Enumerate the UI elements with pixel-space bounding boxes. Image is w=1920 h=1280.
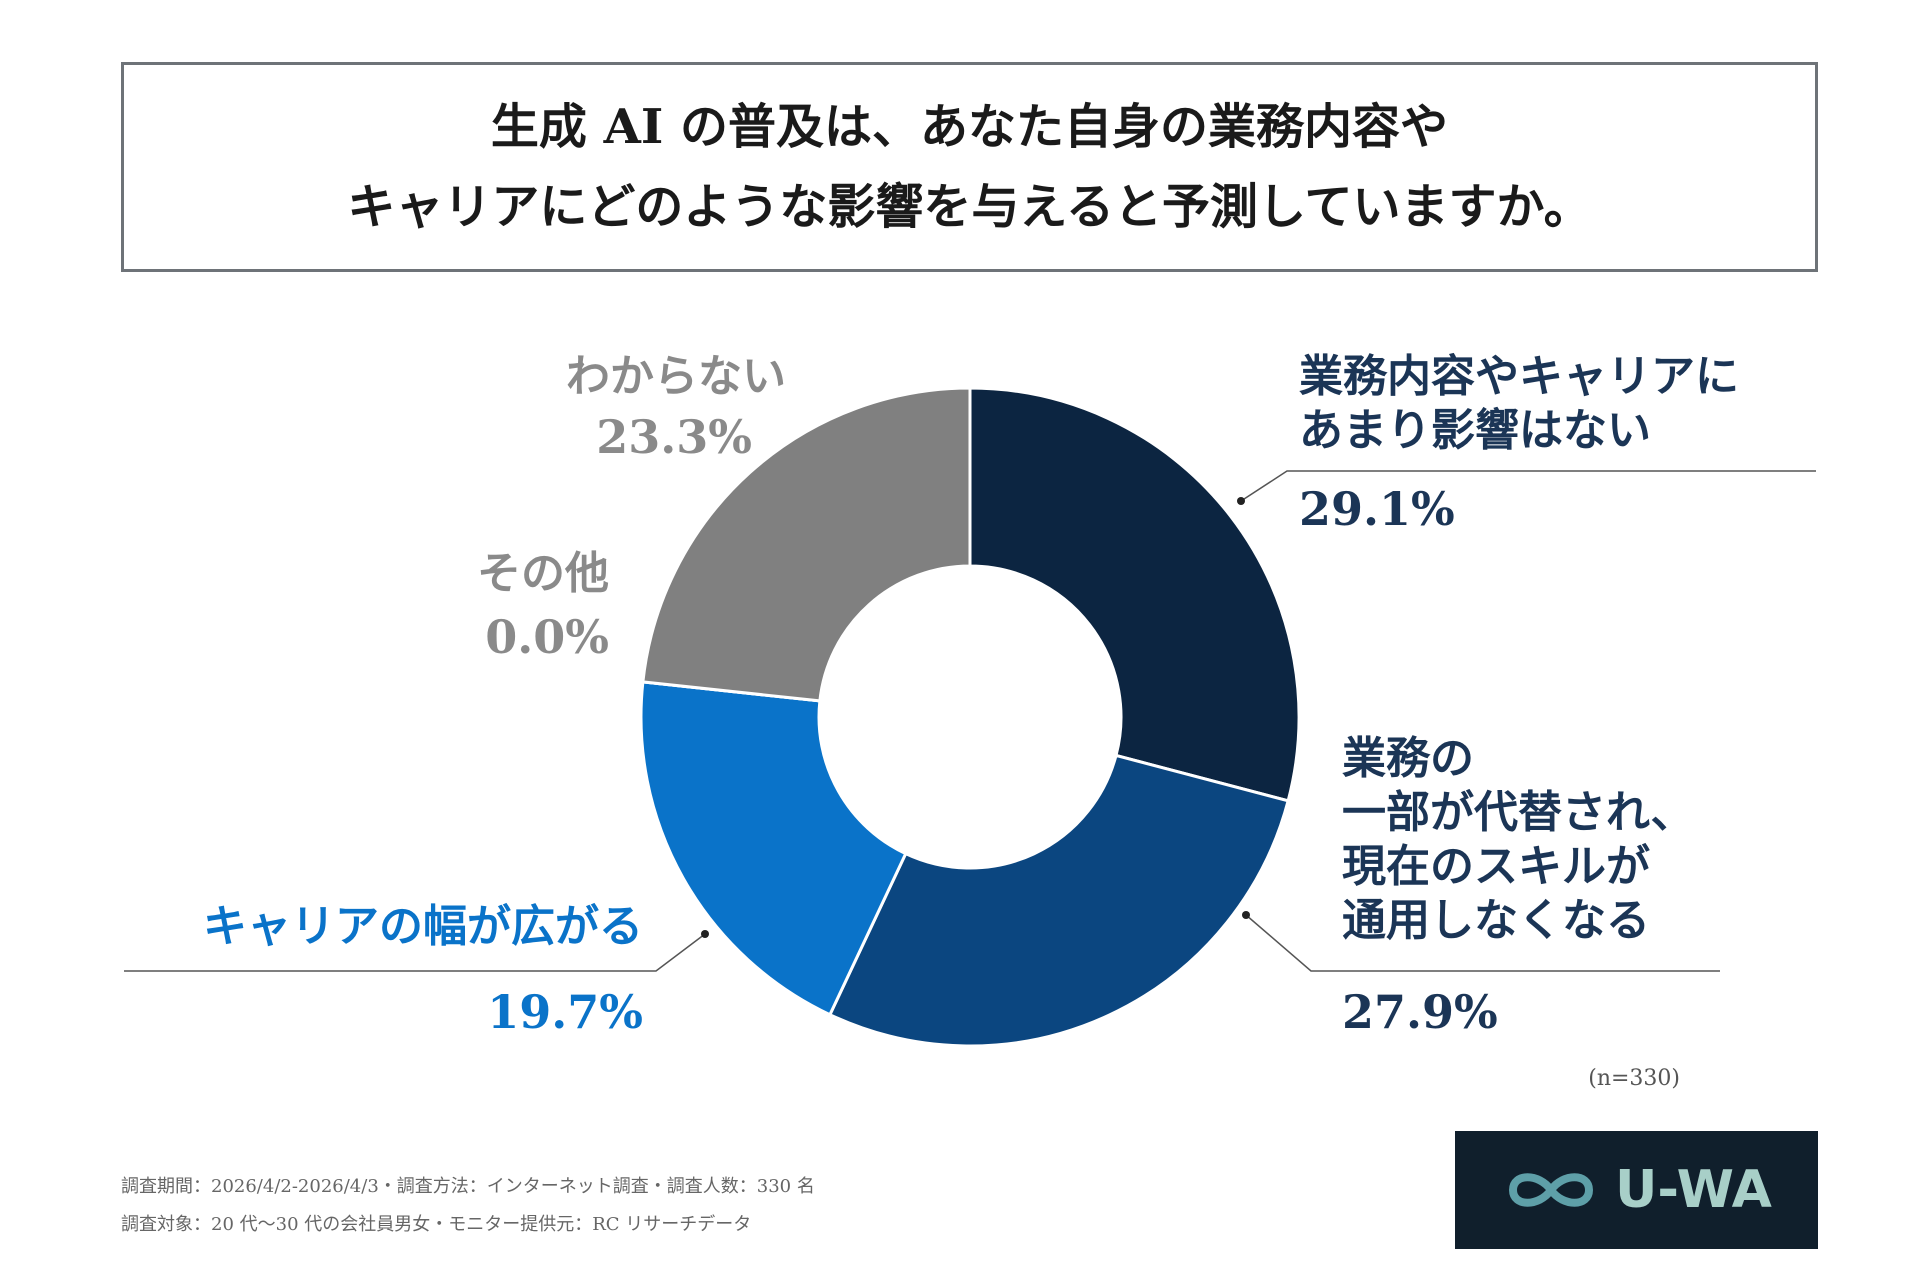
title-box: 生成 AI の普及は、あなた自身の業務内容や キャリアにどのような影響を与えると… [121, 62, 1818, 272]
donut-segment [827, 753, 1290, 1048]
donut-segment [641, 386, 972, 703]
logo-text: U-WA [1615, 1160, 1772, 1220]
leader-dot [701, 930, 709, 938]
leader-dot [1242, 911, 1250, 919]
category-label: わからない [566, 351, 786, 402]
value-label: 19.7% [487, 985, 643, 1039]
leader-line [1240, 470, 1816, 502]
category-label: 業務の 一部が代替され、 現在のスキルが 通用しなくなる [1342, 733, 1695, 946]
logo: U-WA [1455, 1131, 1818, 1249]
leader-dot [1237, 497, 1245, 505]
leader-line [124, 933, 706, 972]
leader-line [1245, 914, 1720, 972]
value-label: 27.9% [1342, 985, 1498, 1039]
footnote: 調査対象：20 代〜30 代の会社員男女・モニター提供元：RC リサーチデータ [121, 1214, 752, 1235]
category-label: その他 [477, 548, 609, 599]
sample-note: (n=330) [1588, 1066, 1680, 1091]
donut-segment [639, 680, 908, 1017]
value-label: 0.0% [485, 610, 609, 664]
logo-icon [1509, 1173, 1594, 1207]
value-label: 29.1% [1299, 482, 1455, 536]
value-label: 23.3% [596, 410, 752, 464]
category-label: キャリアの幅が広がる [203, 901, 643, 952]
category-label: 業務内容やキャリアに あまり影響はない [1299, 351, 1739, 456]
chart-title: 生成 AI の普及は、あなた自身の業務内容や キャリアにどのような影響を与えると… [347, 99, 1592, 235]
donut-segment [968, 386, 1301, 803]
footnote: 調査期間：2026/4/2-2026/4/3・調査方法：インターネット調査・調査… [121, 1176, 815, 1197]
